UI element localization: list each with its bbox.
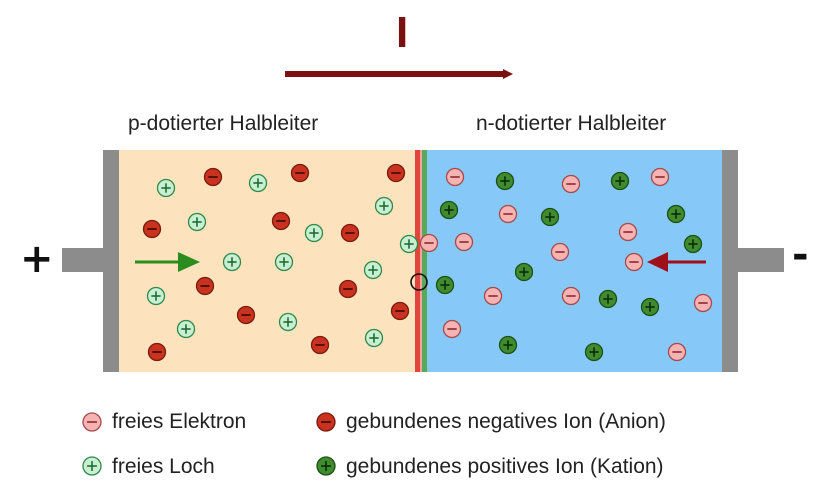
minus-terminal-sign: - xyxy=(792,232,809,278)
legend-anion-label: gebundenes negatives Ion (Anion) xyxy=(346,410,666,433)
free-electron-icon xyxy=(693,293,713,313)
anion-icon xyxy=(203,167,223,187)
free-hole-icon xyxy=(278,312,298,332)
plus-terminal-sign: + xyxy=(20,236,54,282)
anion-icon xyxy=(316,412,336,432)
hole-motion-arrow xyxy=(135,252,200,272)
particles xyxy=(142,163,713,362)
free-hole-icon xyxy=(222,252,242,272)
recombination-circle xyxy=(410,273,428,291)
anion-icon xyxy=(236,305,256,325)
free-electron-icon xyxy=(498,204,518,224)
cation-icon xyxy=(666,204,686,224)
p-region-label: p-dotierter Halbleiter xyxy=(128,112,319,135)
anion-icon xyxy=(386,163,406,183)
free-hole-icon xyxy=(274,252,294,272)
anion-icon xyxy=(310,335,330,355)
free-electron-icon xyxy=(618,222,638,242)
free-hole-icon xyxy=(248,173,268,193)
free-electron-icon xyxy=(550,242,570,262)
free-electron-icon xyxy=(419,233,439,253)
anion-icon xyxy=(390,301,410,321)
anion-icon xyxy=(271,211,291,231)
n-region-label: n-dotierter Halbleiter xyxy=(476,112,667,135)
anion-icon xyxy=(338,279,358,299)
cation-icon xyxy=(540,207,560,227)
free-electron-icon xyxy=(483,286,503,306)
anion-icon xyxy=(147,342,167,362)
cation-icon xyxy=(435,275,455,295)
cation-icon xyxy=(610,171,630,191)
anion-icon xyxy=(195,276,215,296)
anion-icon xyxy=(142,219,162,239)
free-hole-icon xyxy=(156,178,176,198)
right-wire xyxy=(738,248,784,272)
free-electron-icon xyxy=(442,319,462,339)
free-electron-icon xyxy=(624,252,644,272)
cation-icon xyxy=(495,171,515,191)
free-hole-icon xyxy=(374,196,394,216)
free-hole-icon xyxy=(399,234,419,254)
junction-green-stripe xyxy=(422,150,427,372)
legend-icons xyxy=(82,412,336,476)
free-electron-icon xyxy=(82,412,102,432)
free-electron-icon xyxy=(650,167,670,187)
free-hole-icon xyxy=(363,260,383,280)
legend-cation-label: gebundenes positives Ion (Kation) xyxy=(346,455,664,478)
cation-icon xyxy=(598,289,618,309)
cation-icon xyxy=(316,456,336,476)
cation-icon xyxy=(498,335,518,355)
free-hole-icon xyxy=(82,456,102,476)
electron-motion-arrow xyxy=(647,252,706,272)
left-electrode xyxy=(103,150,119,372)
cation-icon xyxy=(439,200,459,220)
legend-free-electron-label: freies Elektron xyxy=(112,410,247,433)
left-wire xyxy=(62,248,104,272)
free-electron-icon xyxy=(454,232,474,252)
anion-icon xyxy=(290,163,310,183)
free-hole-icon xyxy=(304,223,324,243)
free-electron-icon xyxy=(561,174,581,194)
free-hole-icon xyxy=(146,286,166,306)
junction-pink-stripe xyxy=(420,150,422,372)
cation-icon xyxy=(640,297,660,317)
anion-icon xyxy=(340,223,360,243)
junction-red-stripe xyxy=(415,150,420,372)
free-hole-icon xyxy=(176,319,196,339)
free-electron-icon xyxy=(561,286,581,306)
current-symbol: I xyxy=(396,8,409,57)
cation-icon xyxy=(683,234,703,254)
free-hole-icon xyxy=(364,328,384,348)
free-hole-icon xyxy=(187,212,207,232)
free-electron-icon xyxy=(667,342,687,362)
cation-icon xyxy=(584,342,604,362)
free-electron-icon xyxy=(445,167,465,187)
right-electrode xyxy=(722,150,738,372)
cation-icon xyxy=(514,262,534,282)
legend-free-hole-label: freies Loch xyxy=(112,455,215,478)
